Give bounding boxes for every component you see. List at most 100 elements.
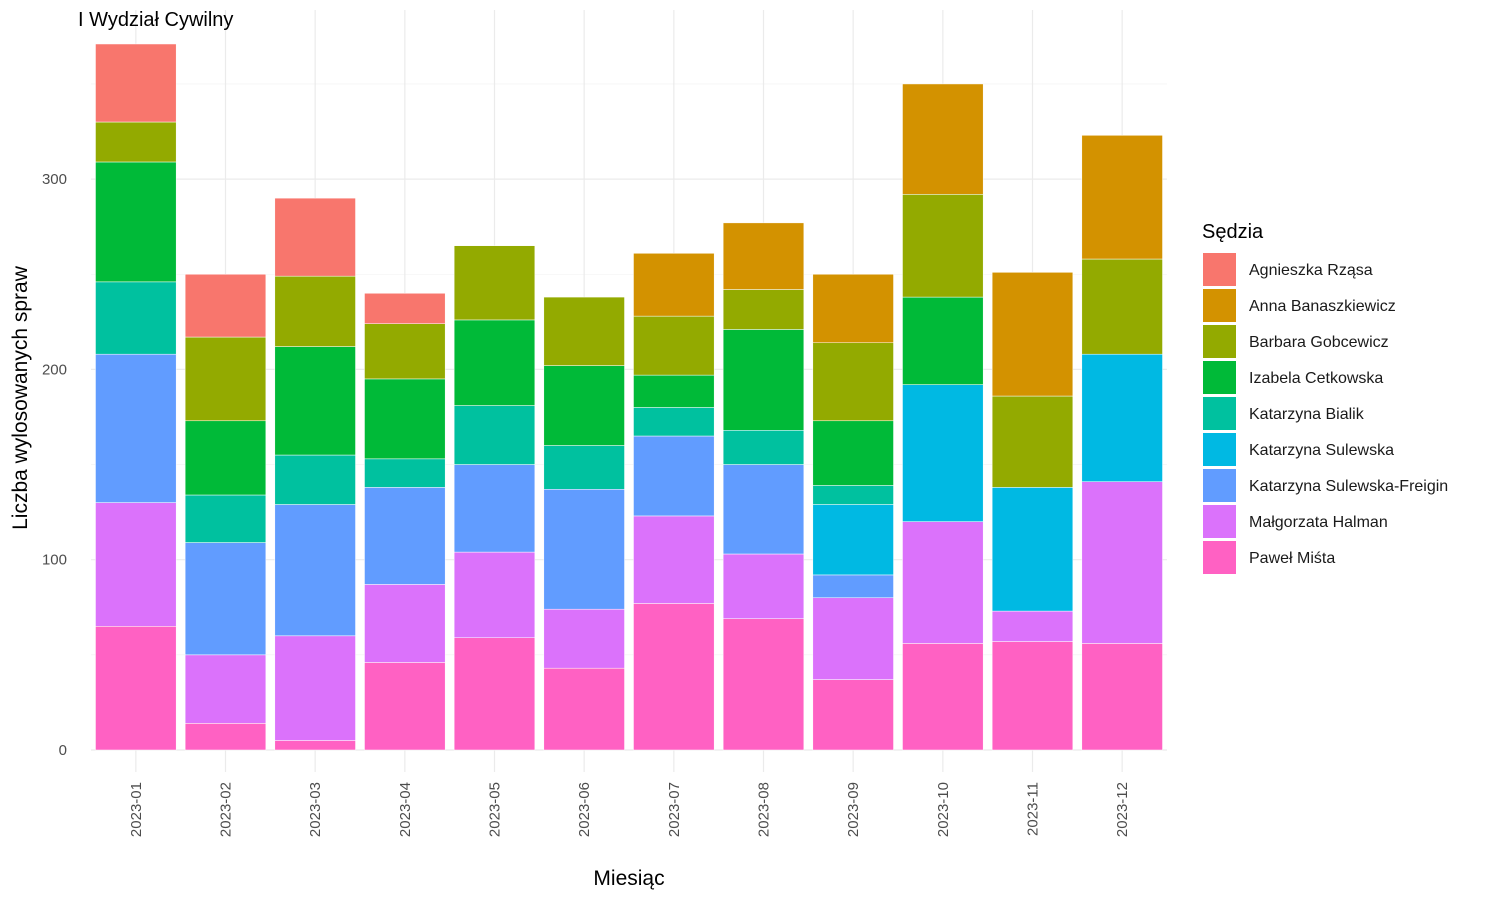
bar-segment-2023-11-pawel-mista	[991, 641, 1074, 751]
legend-swatch-izabela-cetkowska	[1203, 361, 1236, 394]
legend: Sędzia Agnieszka Rząsa Anna Banaszkiewicz…	[1202, 221, 1448, 574]
bar-segment-2023-05-katarzyna-bialik	[453, 405, 536, 465]
x-tick-label: 2023-06	[576, 782, 593, 837]
x-tick-label: 2023-01	[128, 782, 145, 837]
chart-title: I Wydział Cywilny	[78, 9, 233, 31]
bar-segment-2023-11-anna-banaszkiewicz	[991, 272, 1074, 397]
bar-segment-2023-02-izabela-cetkowska	[184, 420, 267, 496]
y-axis-ticks: 0 100 200 300	[42, 171, 67, 759]
bar-segment-2023-09-barbara-gobcewicz	[812, 342, 894, 422]
x-tick-label: 2023-03	[307, 782, 324, 837]
bar-segment-2023-03-izabela-cetkowska	[274, 346, 356, 456]
bar-segment-2023-10-malgorzata-halman	[902, 521, 984, 644]
x-tick-label: 2023-12	[1114, 782, 1131, 837]
y-axis-title: Liczba wylosowanych spraw	[9, 265, 32, 530]
bar-segment-2023-08-anna-banaszkiewicz	[722, 222, 805, 290]
bar-segment-2023-01-malgorzata-halman	[95, 502, 177, 627]
bar-segment-2023-10-katarzyna-sulewska	[902, 384, 984, 522]
bar-segment-2023-06-katarzyna-sulewska-freigin	[543, 489, 625, 610]
legend-label-anna-banaszkiewicz: Anna Banaszkiewicz	[1249, 298, 1396, 315]
y-tick-label: 100	[42, 552, 67, 569]
x-tick-label: 2023-10	[935, 782, 952, 837]
bar-segment-2023-09-izabela-cetkowska	[812, 420, 894, 486]
legend-label-katarzyna-bialik: Katarzyna Bialik	[1249, 406, 1365, 423]
legend-title: Sędzia	[1202, 221, 1264, 243]
bar-segment-2023-06-malgorzata-halman	[543, 608, 625, 669]
bar-segment-2023-05-izabela-cetkowska	[453, 319, 536, 406]
bar-segment-2023-10-pawel-mista	[902, 643, 984, 751]
legend-swatch-malgorzata-halman	[1203, 505, 1236, 538]
bar-segment-2023-03-pawel-mista	[274, 740, 356, 751]
legend-label-izabela-cetkowska: Izabela Cetkowska	[1249, 370, 1383, 387]
bar-segment-2023-07-izabela-cetkowska	[633, 374, 715, 408]
bar-segment-2023-08-katarzyna-bialik	[722, 430, 805, 465]
bar-segment-2023-07-katarzyna-sulewska-freigin	[633, 435, 715, 517]
legend-label-pawel-mista: Paweł Miśta	[1249, 550, 1335, 567]
bar-segment-2023-06-barbara-gobcewicz	[543, 296, 625, 366]
bar-segment-2023-07-anna-banaszkiewicz	[633, 253, 715, 317]
x-tick-label: 2023-11	[1025, 782, 1042, 836]
bar-segment-2023-09-katarzyna-sulewska-freigin	[812, 574, 894, 599]
legend-swatch-katarzyna-bialik	[1203, 397, 1236, 430]
legend-label-katarzyna-sulewska-freigin: Katarzyna Sulewska-Freigin	[1249, 478, 1448, 495]
bar-segment-2023-03-agnieszka-rzasa	[274, 197, 356, 277]
bar-segment-2023-03-barbara-gobcewicz	[274, 275, 356, 347]
bar-segment-2023-04-malgorzata-halman	[364, 584, 446, 663]
bar-segment-2023-09-pawel-mista	[812, 679, 894, 751]
bar-segment-2023-12-anna-banaszkiewicz	[1081, 135, 1163, 260]
bar-segment-2023-04-katarzyna-bialik	[364, 458, 446, 488]
bar-segment-2023-08-pawel-mista	[722, 618, 805, 751]
x-tick-label: 2023-08	[756, 782, 773, 837]
legend-label-barbara-gobcewicz: Barbara Gobcewicz	[1249, 334, 1389, 351]
x-tick-label: 2023-09	[845, 782, 862, 837]
bar-segment-2023-08-malgorzata-halman	[722, 553, 805, 619]
y-tick-label: 0	[59, 742, 67, 759]
bar-segment-2023-01-katarzyna-bialik	[95, 281, 177, 355]
bar-segment-2023-12-malgorzata-halman	[1081, 481, 1163, 644]
bar-segment-2023-02-katarzyna-bialik	[184, 494, 267, 543]
bar-segment-2023-01-barbara-gobcewicz	[95, 121, 177, 163]
bar-segment-2023-07-katarzyna-bialik	[633, 407, 715, 437]
bar-segment-2023-01-izabela-cetkowska	[95, 161, 177, 283]
bar-segment-2023-12-katarzyna-sulewska	[1081, 353, 1163, 482]
bar-segment-2023-09-katarzyna-bialik	[812, 485, 894, 505]
bar-segment-2023-08-barbara-gobcewicz	[722, 289, 805, 330]
bar-segment-2023-05-katarzyna-sulewska-freigin	[453, 464, 536, 553]
bar-segment-2023-05-barbara-gobcewicz	[453, 245, 536, 321]
bar-segment-2023-02-pawel-mista	[184, 723, 267, 751]
legend-label-malgorzata-halman: Małgorzata Halman	[1249, 514, 1388, 531]
bar-segment-2023-10-anna-banaszkiewicz	[902, 83, 984, 195]
bar-segment-2023-10-barbara-gobcewicz	[902, 194, 984, 298]
bar-segment-2023-05-malgorzata-halman	[453, 551, 536, 638]
legend-label-agnieszka-rzasa: Agnieszka Rząsa	[1249, 262, 1373, 279]
y-tick-label: 300	[42, 171, 67, 188]
bar-segment-2023-04-katarzyna-sulewska-freigin	[364, 487, 446, 585]
bars	[95, 43, 1163, 751]
bar-segment-2023-01-katarzyna-sulewska-freigin	[95, 353, 177, 503]
x-axis-title: Miesiąc	[593, 867, 664, 890]
x-axis-ticks: 2023-01 2023-02 2023-03 2023-04 2023-05 2023-…	[128, 782, 1131, 837]
bar-segment-2023-04-izabela-cetkowska	[364, 378, 446, 460]
x-tick-label: 2023-05	[487, 782, 504, 837]
x-tick-label: 2023-07	[666, 782, 683, 837]
bar-segment-2023-02-agnieszka-rzasa	[184, 274, 267, 338]
legend-swatch-barbara-gobcewicz	[1203, 325, 1236, 358]
bar-segment-2023-03-katarzyna-bialik	[274, 454, 356, 505]
bar-segment-2023-11-malgorzata-halman	[991, 610, 1074, 642]
bar-segment-2023-10-izabela-cetkowska	[902, 296, 984, 385]
legend-label-katarzyna-sulewska: Katarzyna Sulewska	[1249, 442, 1394, 459]
bar-segment-2023-01-pawel-mista	[95, 626, 177, 751]
bar-segment-2023-02-barbara-gobcewicz	[184, 336, 267, 422]
bar-segment-2023-11-barbara-gobcewicz	[991, 395, 1074, 488]
legend-swatch-katarzyna-sulewska	[1203, 433, 1236, 466]
x-tick-label: 2023-04	[397, 782, 414, 837]
bar-segment-2023-07-malgorzata-halman	[633, 515, 715, 604]
bar-segment-2023-01-agnieszka-rzasa	[95, 43, 177, 123]
bar-segment-2023-07-barbara-gobcewicz	[633, 315, 715, 376]
bar-segment-2023-07-pawel-mista	[633, 603, 715, 751]
x-tick-label: 2023-02	[218, 782, 235, 837]
bar-segment-2023-04-barbara-gobcewicz	[364, 323, 446, 380]
y-tick-label: 200	[42, 361, 67, 378]
bar-segment-2023-09-anna-banaszkiewicz	[812, 274, 894, 344]
